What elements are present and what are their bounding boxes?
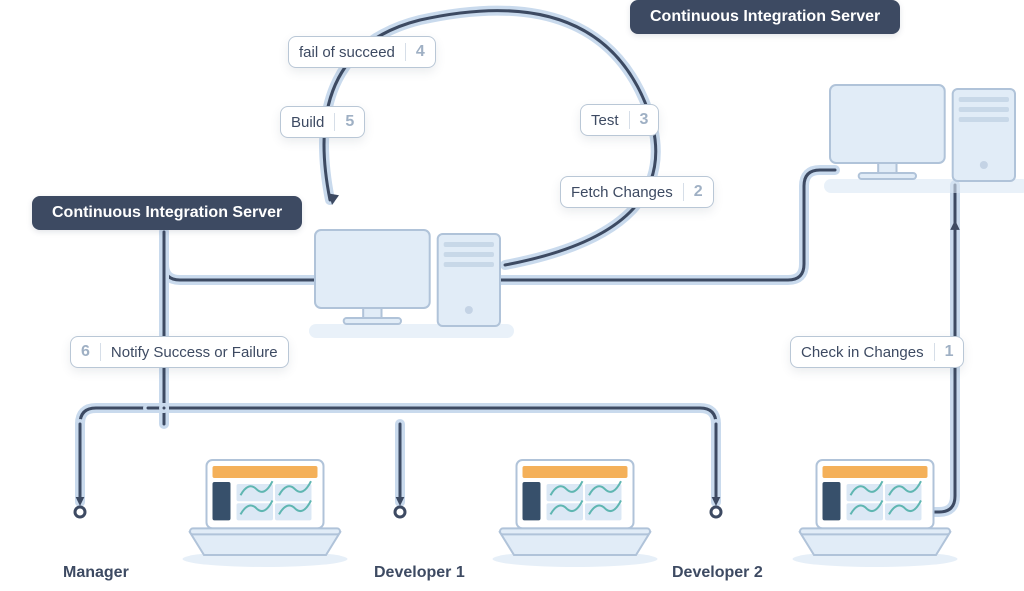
- step-fail-or-succeed: fail of succeed 4: [288, 36, 436, 68]
- laptop-node-2: [500, 460, 650, 555]
- step-label: Test: [591, 112, 619, 129]
- step-label: Fetch Changes: [571, 184, 673, 201]
- ci-server-title-left: Continuous Integration Server: [32, 196, 302, 230]
- step-label: Notify Success or Failure: [111, 344, 278, 361]
- ci-server-node-right: [830, 85, 1015, 185]
- step-label: fail of succeed: [299, 44, 395, 61]
- step-number: 3: [629, 111, 649, 129]
- step-label: Build: [291, 114, 324, 131]
- step-number: 5: [334, 113, 354, 131]
- title-text: Continuous Integration Server: [650, 8, 880, 25]
- laptop-node-1: [190, 460, 340, 555]
- step-build: Build 5: [280, 106, 365, 138]
- ci-server-title-right: Continuous Integration Server: [630, 0, 900, 34]
- step-test: Test 3: [580, 104, 659, 136]
- step-number: 4: [405, 43, 425, 61]
- step-check-in-changes: Check in Changes 1: [790, 336, 964, 368]
- step-notify: 6 Notify Success or Failure: [70, 336, 289, 368]
- ci-server-node-center: [315, 230, 500, 330]
- step-number: 1: [934, 343, 954, 361]
- step-fetch-changes: Fetch Changes 2: [560, 176, 714, 208]
- title-text: Continuous Integration Server: [52, 204, 282, 221]
- laptop-node-3: [800, 460, 950, 555]
- role-developer-1: Developer 1: [374, 564, 465, 582]
- role-developer-2: Developer 2: [672, 564, 763, 582]
- role-manager: Manager: [63, 564, 129, 582]
- step-number: 2: [683, 183, 703, 201]
- step-label: Check in Changes: [801, 344, 924, 361]
- step-number: 6: [81, 343, 101, 361]
